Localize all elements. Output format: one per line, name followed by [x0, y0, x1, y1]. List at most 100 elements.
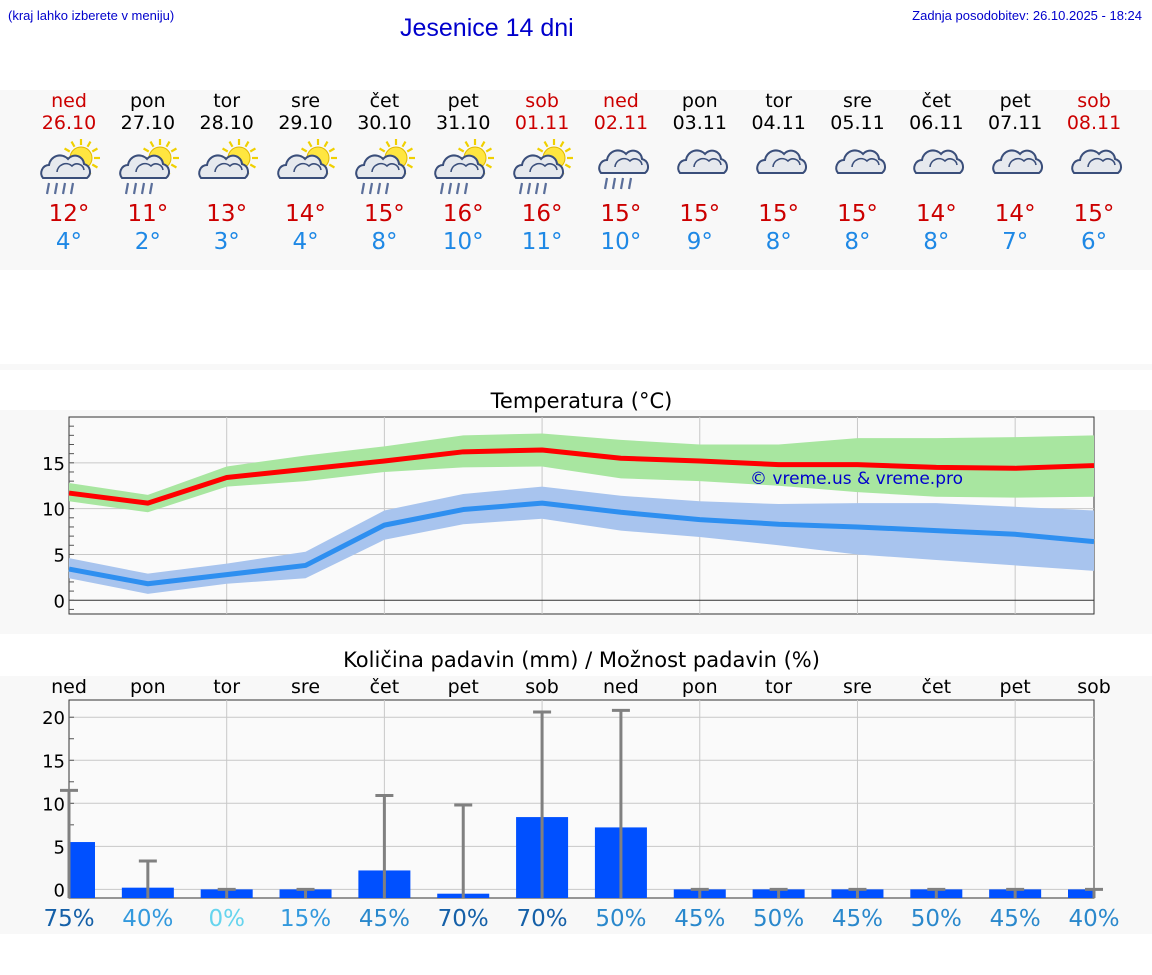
temp-chart-title: Temperatura (°C): [490, 389, 673, 413]
temp-max: 15°: [1073, 201, 1115, 227]
precip-day-label: sre: [843, 676, 872, 698]
sun-cloud-rain-icon: [339, 134, 429, 200]
day-column: sre 29.10 14° 4°: [261, 90, 351, 256]
temp-min: 9°: [686, 229, 713, 255]
day-date: 07.11: [987, 112, 1043, 134]
precip-y-tick: 5: [54, 837, 65, 858]
temp-max: 14°: [285, 201, 326, 227]
location-hint: (kraj lahko izberete v meniju): [8, 8, 175, 23]
temp-max: 11°: [127, 201, 169, 227]
precip-chance-label: 0%: [208, 906, 245, 932]
temp-max: 14°: [915, 201, 957, 227]
last-updated: Zadnja posodobitev: 26.10.2025 - 18:24: [912, 8, 1142, 23]
temp-max: 16°: [442, 201, 484, 227]
day-date: 01.11: [514, 112, 570, 134]
precip-day-label: čet: [370, 676, 400, 698]
precip-chance-label: 50%: [595, 906, 646, 932]
day-column: tor 04.11 15° 8°: [734, 90, 824, 256]
watermark-text: © vreme.us & vreme.pro: [750, 469, 963, 489]
temp-min: 6°: [1080, 229, 1108, 255]
precip-chance-label: 50%: [911, 906, 962, 932]
temp-min: 4°: [292, 229, 319, 255]
page-title: Jesenice 14 dni: [400, 14, 574, 42]
day-date: 29.10: [278, 112, 333, 134]
temp-y-tick: 10: [42, 500, 65, 521]
temp-min: 2°: [134, 229, 161, 255]
temp-max: 14°: [994, 201, 1036, 227]
day-name: pet: [999, 90, 1031, 112]
temp-min: 8°: [844, 229, 871, 255]
precip-y-tick: 15: [42, 751, 65, 772]
day-date: 31.10: [436, 112, 491, 134]
cloud-icon: [734, 134, 824, 200]
day-name: čet: [921, 90, 952, 112]
precip-day-label: sre: [291, 676, 320, 698]
temp-max: 12°: [48, 201, 90, 227]
day-date: 03.11: [672, 112, 727, 134]
precip-day-label: pon: [130, 676, 166, 698]
precip-chance-label: 50%: [753, 906, 804, 932]
day-date: 05.11: [830, 112, 885, 134]
cloud-rain-icon: [576, 134, 666, 200]
day-date: 04.11: [751, 112, 806, 134]
temp-max: 15°: [679, 201, 721, 227]
temp-min: 8°: [923, 229, 950, 255]
precip-chart-title: Količina padavin (mm) / Možnost padavin …: [343, 648, 820, 672]
day-column: čet 30.10 15° 8°: [339, 90, 429, 256]
cloud-icon: [655, 134, 745, 200]
precip-y-tick: 0: [54, 880, 65, 901]
temp-min: 3°: [213, 229, 240, 255]
day-name: sob: [1077, 90, 1111, 112]
temp-min: 11°: [521, 229, 563, 255]
day-column: pet 31.10 16° 10°: [418, 90, 508, 256]
day-date: 06.11: [909, 112, 964, 134]
day-date: 02.11: [593, 112, 649, 134]
precip-bar: [1068, 889, 1094, 898]
precip-bar: [69, 842, 95, 898]
precip-day-label: ned: [603, 676, 639, 698]
precip-chance-label: 75%: [43, 906, 94, 932]
sun-cloud-icon: [182, 134, 272, 200]
day-name: pon: [129, 90, 166, 112]
day-date: 26.10: [41, 112, 97, 134]
day-column: ned 26.10 12° 4°: [24, 90, 114, 256]
precip-y-tick: 10: [42, 794, 65, 815]
daily-forecast-panel: [0, 90, 1152, 270]
precip-chance-label: 15%: [280, 906, 331, 932]
day-column: sob 08.11 15° 6°: [1049, 90, 1139, 256]
precip-day-label: ned: [51, 676, 87, 698]
temp-min: 4°: [55, 229, 83, 255]
precip-day-label: sob: [525, 676, 559, 698]
precip-day-label: tor: [765, 676, 792, 698]
temp-min-line: [68, 500, 1095, 587]
precip-day-label: pet: [448, 676, 479, 698]
cloud-icon: [813, 134, 903, 200]
temp-min: 7°: [1002, 229, 1029, 255]
precip-chance-label: 45%: [674, 906, 725, 932]
temp-max: 15°: [364, 201, 405, 227]
day-column: pon 27.10 11° 2°: [103, 90, 193, 256]
day-name: sob: [525, 90, 559, 112]
cloud-icon: [970, 134, 1060, 200]
precip-chance-label: 40%: [122, 906, 173, 932]
day-name: tor: [213, 90, 241, 112]
day-name: ned: [603, 90, 639, 112]
day-date: 30.10: [357, 112, 412, 134]
precip-day-label: pet: [1000, 676, 1031, 698]
temp-y-tick: 0: [54, 591, 65, 612]
temp-max: 15°: [758, 201, 800, 227]
temp-max: 16°: [521, 201, 563, 227]
temp-max: 15°: [837, 201, 878, 227]
precip-chance-label: 40%: [1068, 906, 1119, 932]
day-column: sre 05.11 15° 8°: [813, 90, 903, 256]
day-name: pon: [681, 90, 718, 112]
cloud-icon: [891, 134, 981, 200]
day-name: sre: [291, 90, 321, 112]
sun-cloud-rain-icon: [418, 134, 508, 200]
cloud-icon: [1049, 134, 1139, 200]
sun-cloud-icon: [261, 134, 351, 200]
temp-min: 10°: [442, 229, 484, 255]
day-name: sre: [843, 90, 872, 112]
temp-min: 8°: [371, 229, 398, 255]
